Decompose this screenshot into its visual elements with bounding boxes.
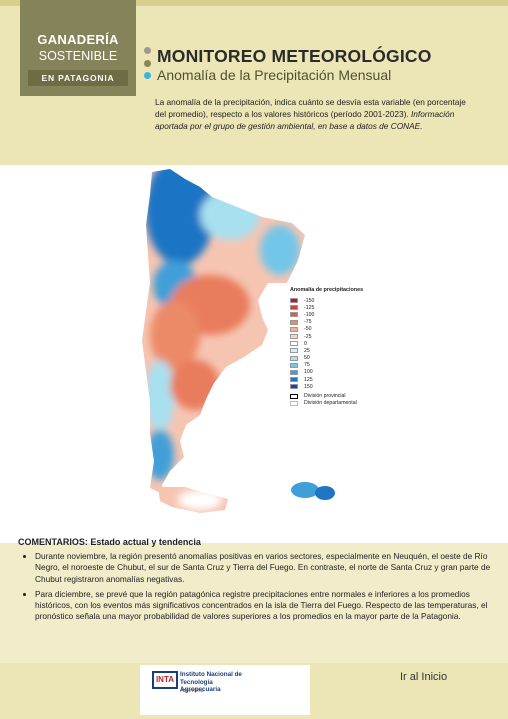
legend-item: 50 [290, 355, 363, 362]
legend-label: División departamental [304, 400, 357, 407]
logo-text: EN PATAGONIA [28, 70, 128, 86]
legend-label: 50 [304, 355, 310, 362]
inta-country: Argentina [180, 688, 204, 694]
legend-item: -25 [290, 333, 363, 340]
legend-item: -150 [290, 297, 363, 304]
legend-label: -25 [304, 333, 312, 340]
legend-swatch [290, 341, 298, 347]
dot [144, 47, 151, 54]
legend-item: 125 [290, 376, 363, 383]
dot [144, 72, 151, 79]
legend-label: 75 [304, 362, 310, 369]
legend-label: 125 [304, 376, 313, 383]
legend-item: 150 [290, 383, 363, 390]
inta-logo: INTA [152, 671, 178, 689]
legend-swatch [290, 377, 298, 383]
legend-swatch [290, 384, 298, 390]
description-italic: Información aportada por el grupo de ges… [155, 109, 455, 131]
legend-item: 100 [290, 369, 363, 376]
legend-swatch [290, 348, 298, 354]
legend-swatch [290, 334, 298, 340]
legend-swatch [290, 369, 298, 375]
bullet: Para diciembre, se prevé que la región p… [35, 589, 496, 623]
map [142, 169, 335, 513]
top-stripe [0, 0, 508, 6]
legend-item: -50 [290, 326, 363, 333]
description: La anomalía de la precipitación, indica … [155, 96, 475, 132]
dot [144, 60, 151, 67]
map-fill [142, 169, 305, 513]
legend-item: -100 [290, 311, 363, 318]
bullet: Durante noviembre, la región presentó an… [35, 551, 496, 585]
legend-item: 0 [290, 340, 363, 347]
legend-item: 25 [290, 347, 363, 354]
legend-label: -125 [304, 304, 315, 311]
logo-text: GANADERÍA [37, 32, 119, 47]
home-link[interactable]: Ir al Inicio [400, 671, 448, 683]
legend-swatch [290, 319, 298, 325]
legend-title: Anomalía de precipitaciones [290, 287, 364, 293]
legend-swatch [290, 355, 298, 361]
legend-swatch [290, 326, 298, 332]
legend-swatch [290, 305, 298, 311]
legend-label: 100 [304, 369, 313, 376]
islands [291, 482, 335, 500]
legend-label: -150 [304, 297, 315, 304]
legend-swatch [290, 362, 298, 368]
comments-heading: COMENTARIOS: Estado actual y tendencia [18, 537, 201, 547]
legend-label: División provincial [304, 393, 346, 400]
legend-swatch [290, 298, 298, 304]
legend-label: 150 [304, 383, 313, 390]
legend-label: -50 [304, 326, 312, 333]
legend-item: -75 [290, 319, 363, 326]
legend: Anomalía de precipitaciones -150 -125 -100… [290, 287, 363, 407]
description-text: La anomalía de la precipitación, indica … [155, 97, 466, 119]
legend-item: 75 [290, 362, 363, 369]
legend-label: 0 [304, 340, 307, 347]
logo-text: SOSTENIBLE [38, 49, 118, 63]
title: MONITOREO METEOROLÓGICO [157, 46, 432, 66]
legend-label: -75 [304, 319, 312, 326]
inta-name: Instituto Nacional de Tecnología Agropec… [180, 671, 242, 693]
comments: COMENTARIOS: Estado actual y tendencia D… [18, 537, 496, 626]
legend-swatch [290, 312, 298, 318]
legend-label: 25 [304, 347, 310, 354]
legend-item: -125 [290, 304, 363, 311]
legend-label: -100 [304, 311, 315, 318]
subtitle: Anomalía de la Precipitación Mensual [157, 67, 392, 83]
logo: GANADERÍA SOSTENIBLE EN PATAGONIA [20, 0, 136, 96]
